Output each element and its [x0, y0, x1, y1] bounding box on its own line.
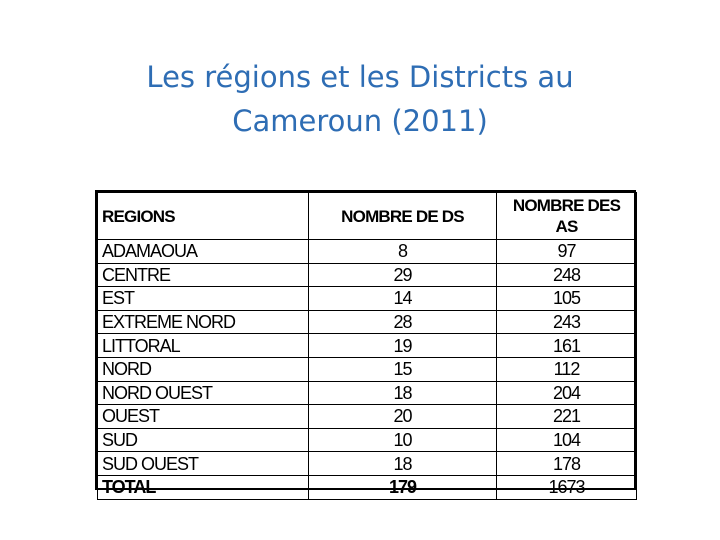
cell-ds: 18: [308, 451, 497, 476]
header-regions: REGIONS: [97, 192, 309, 240]
cell-as: 161: [496, 333, 637, 358]
cell-as: 97: [496, 239, 637, 264]
cell-as: 221: [496, 404, 637, 429]
cell-total-ds: 179: [308, 474, 497, 500]
cell-ds: 10: [308, 427, 497, 453]
cell-region: EXTREME NORD: [97, 309, 309, 335]
cell-as: 178: [496, 451, 637, 476]
table-row: NORD OUEST 18 204: [97, 380, 637, 406]
table-total-row: TOTAL 179 1673: [97, 474, 637, 500]
cell-region: EST: [97, 286, 309, 311]
cell-as: 204: [496, 380, 637, 406]
cell-ds: 18: [308, 380, 497, 406]
cell-region: OUEST: [97, 404, 309, 429]
table-row: CENTRE 29 248: [97, 262, 637, 288]
cell-ds: 14: [308, 286, 497, 311]
cell-ds: 19: [308, 333, 497, 358]
title-line-1: Les régions et les Districts au: [146, 60, 574, 94]
cell-region: CENTRE: [97, 262, 309, 288]
cell-as: 243: [496, 309, 637, 335]
cell-total-label: TOTAL: [97, 474, 309, 500]
cell-ds: 15: [308, 356, 497, 382]
cell-region: SUD: [97, 427, 309, 453]
cell-ds: 8: [308, 239, 497, 264]
cell-region: ADAMAOUA: [97, 239, 309, 264]
table-row: OUEST 20 221: [97, 404, 637, 429]
table-row: EST 14 105: [97, 286, 637, 311]
cell-as: 104: [496, 427, 637, 453]
table-row: LITTORAL 19 161: [97, 333, 637, 358]
table-row: SUD OUEST 18 178: [97, 451, 637, 476]
regions-table-container: REGIONS NOMBRE DE DS NOMBRE DES AS ADAMA…: [95, 190, 637, 500]
header-nombre-as: NOMBRE DES AS: [496, 192, 637, 240]
regions-table: REGIONS NOMBRE DE DS NOMBRE DES AS ADAMA…: [97, 192, 637, 500]
cell-region: LITTORAL: [97, 333, 309, 358]
cell-region: SUD OUEST: [97, 451, 309, 476]
table-row: NORD 15 112: [97, 356, 637, 382]
cell-as: 105: [496, 286, 637, 311]
cell-as: 112: [496, 356, 637, 382]
title-line-2: Cameroun (2011): [232, 104, 488, 138]
cell-ds: 29: [308, 262, 497, 288]
cell-total-as: 1673: [496, 474, 637, 500]
cell-ds: 20: [308, 404, 497, 429]
slide-title: Les régions et les Districts au Cameroun…: [60, 55, 660, 143]
table-row: SUD 10 104: [97, 427, 637, 453]
table-header-row: REGIONS NOMBRE DE DS NOMBRE DES AS: [97, 192, 637, 240]
cell-region: NORD OUEST: [97, 380, 309, 406]
cell-region: NORD: [97, 356, 309, 382]
table-row: EXTREME NORD 28 243: [97, 309, 637, 335]
header-nombre-ds: NOMBRE DE DS: [308, 192, 497, 240]
cell-ds: 28: [308, 309, 497, 335]
cell-as: 248: [496, 262, 637, 288]
table-row: ADAMAOUA 8 97: [97, 239, 637, 264]
